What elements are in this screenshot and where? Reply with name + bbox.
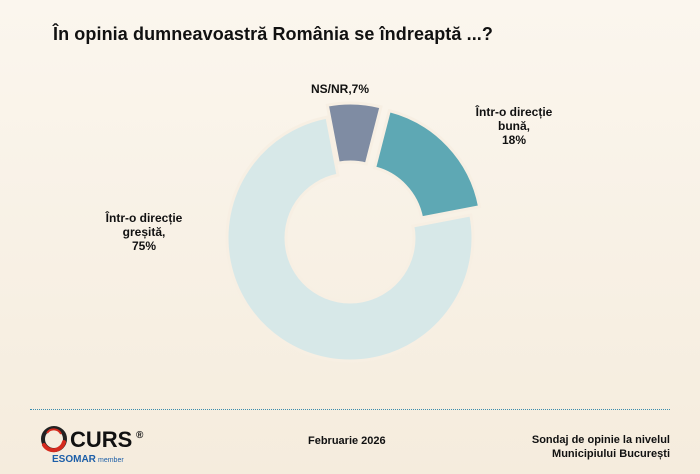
survey-note-line-2: Municipiului București [552,448,670,460]
data-label-line: Într-o direcție [105,210,183,225]
data-label-0: NS/NR,7% [311,82,369,96]
donut-slice-1 [372,108,482,220]
registered-mark: ® [136,430,144,441]
curs-logo: CURS ® ESOMAR member [41,426,144,465]
footer-divider [30,409,670,410]
data-label-line: Într-o direcție [475,104,553,119]
data-label-line: bună, [498,119,530,133]
data-label-line: 75% [132,239,156,253]
esomar-text: ESOMAR [52,454,97,465]
donut-slice-0 [325,101,383,166]
brand-name: CURS [70,427,132,452]
data-labels: NS/NR,7%Într-o direcție bună, 18%Într-o di… [105,82,553,253]
data-label-line: 18% [502,133,526,147]
data-label-line: greșită, [123,225,166,239]
survey-date: Februarie 2026 [308,435,386,447]
data-label-2: Într-o direcție greșită, 75% [105,210,183,253]
survey-note: Sondaj de opinie la nivelul Municipiului… [470,433,670,461]
curs-swirl-icon [41,426,67,453]
survey-note-line-1: Sondaj de opinie la nivelul [531,434,670,446]
page-title: În opinia dumneavoastră România se îndre… [53,24,494,44]
member-text: member [98,457,124,464]
donut-slices [225,101,482,363]
donut-slice-2 [225,115,475,363]
data-label-line: NS/NR,7% [311,82,369,96]
data-label-1: Într-o direcție bună, 18% [475,104,553,147]
